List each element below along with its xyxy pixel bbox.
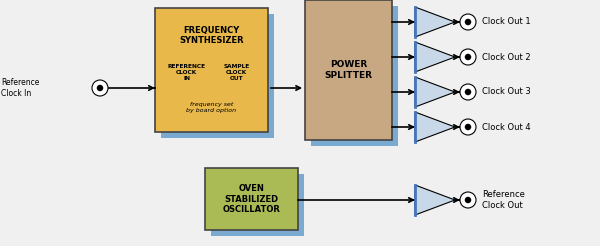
FancyBboxPatch shape bbox=[205, 168, 298, 230]
FancyBboxPatch shape bbox=[155, 8, 268, 132]
FancyBboxPatch shape bbox=[305, 0, 392, 140]
Text: Clock Out 1: Clock Out 1 bbox=[482, 17, 530, 27]
Circle shape bbox=[465, 89, 471, 95]
Polygon shape bbox=[415, 112, 455, 142]
Circle shape bbox=[465, 54, 471, 60]
Text: frequency set
by board option: frequency set by board option bbox=[187, 102, 236, 113]
Circle shape bbox=[465, 19, 471, 25]
Circle shape bbox=[460, 84, 476, 100]
Circle shape bbox=[92, 80, 108, 96]
Text: Clock Out 3: Clock Out 3 bbox=[482, 88, 531, 96]
Circle shape bbox=[460, 119, 476, 135]
Text: POWER
SPLITTER: POWER SPLITTER bbox=[325, 60, 373, 80]
Circle shape bbox=[460, 49, 476, 65]
Polygon shape bbox=[415, 77, 455, 107]
FancyBboxPatch shape bbox=[311, 6, 398, 146]
Text: Clock Out 2: Clock Out 2 bbox=[482, 52, 530, 62]
Circle shape bbox=[465, 124, 471, 130]
Circle shape bbox=[465, 197, 471, 203]
Text: Reference
Clock In: Reference Clock In bbox=[1, 78, 40, 98]
Text: OVEN
STABILIZED
OSCILLATOR: OVEN STABILIZED OSCILLATOR bbox=[223, 184, 280, 214]
Polygon shape bbox=[415, 185, 455, 215]
Text: Reference
Clock Out: Reference Clock Out bbox=[482, 190, 525, 210]
Circle shape bbox=[97, 85, 103, 91]
FancyBboxPatch shape bbox=[211, 174, 304, 236]
Circle shape bbox=[460, 192, 476, 208]
Circle shape bbox=[460, 14, 476, 30]
Text: Clock Out 4: Clock Out 4 bbox=[482, 123, 530, 132]
Polygon shape bbox=[415, 42, 455, 72]
Text: FREQUENCY
SYNTHESIZER: FREQUENCY SYNTHESIZER bbox=[179, 26, 244, 45]
FancyBboxPatch shape bbox=[161, 14, 274, 138]
Text: SAMPLE
CLOCK
OUT: SAMPLE CLOCK OUT bbox=[223, 64, 250, 81]
Text: REFERENCE
CLOCK
IN: REFERENCE CLOCK IN bbox=[167, 64, 206, 81]
Polygon shape bbox=[415, 7, 455, 37]
